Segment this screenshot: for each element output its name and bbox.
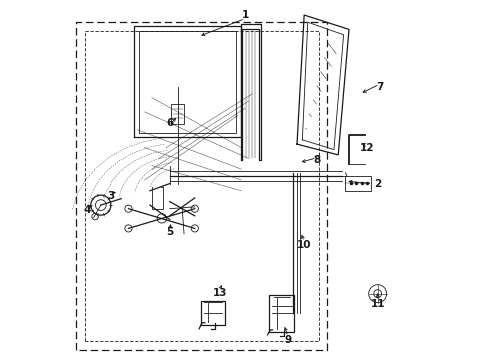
Text: 13: 13 bbox=[213, 288, 227, 298]
Text: 12: 12 bbox=[360, 143, 374, 153]
Text: 5: 5 bbox=[166, 227, 173, 237]
Text: 8: 8 bbox=[313, 155, 320, 165]
Text: 2: 2 bbox=[374, 179, 381, 189]
Circle shape bbox=[157, 214, 167, 223]
Text: 10: 10 bbox=[297, 239, 312, 249]
Circle shape bbox=[125, 225, 132, 232]
Text: 3: 3 bbox=[107, 191, 114, 201]
Text: 6: 6 bbox=[166, 118, 173, 128]
Text: 9: 9 bbox=[285, 334, 292, 345]
Text: 11: 11 bbox=[370, 299, 385, 309]
Text: 7: 7 bbox=[376, 82, 383, 92]
Circle shape bbox=[125, 205, 132, 212]
Circle shape bbox=[191, 205, 198, 212]
Text: 1: 1 bbox=[242, 10, 248, 20]
Text: 4: 4 bbox=[83, 206, 91, 216]
Circle shape bbox=[191, 225, 198, 232]
